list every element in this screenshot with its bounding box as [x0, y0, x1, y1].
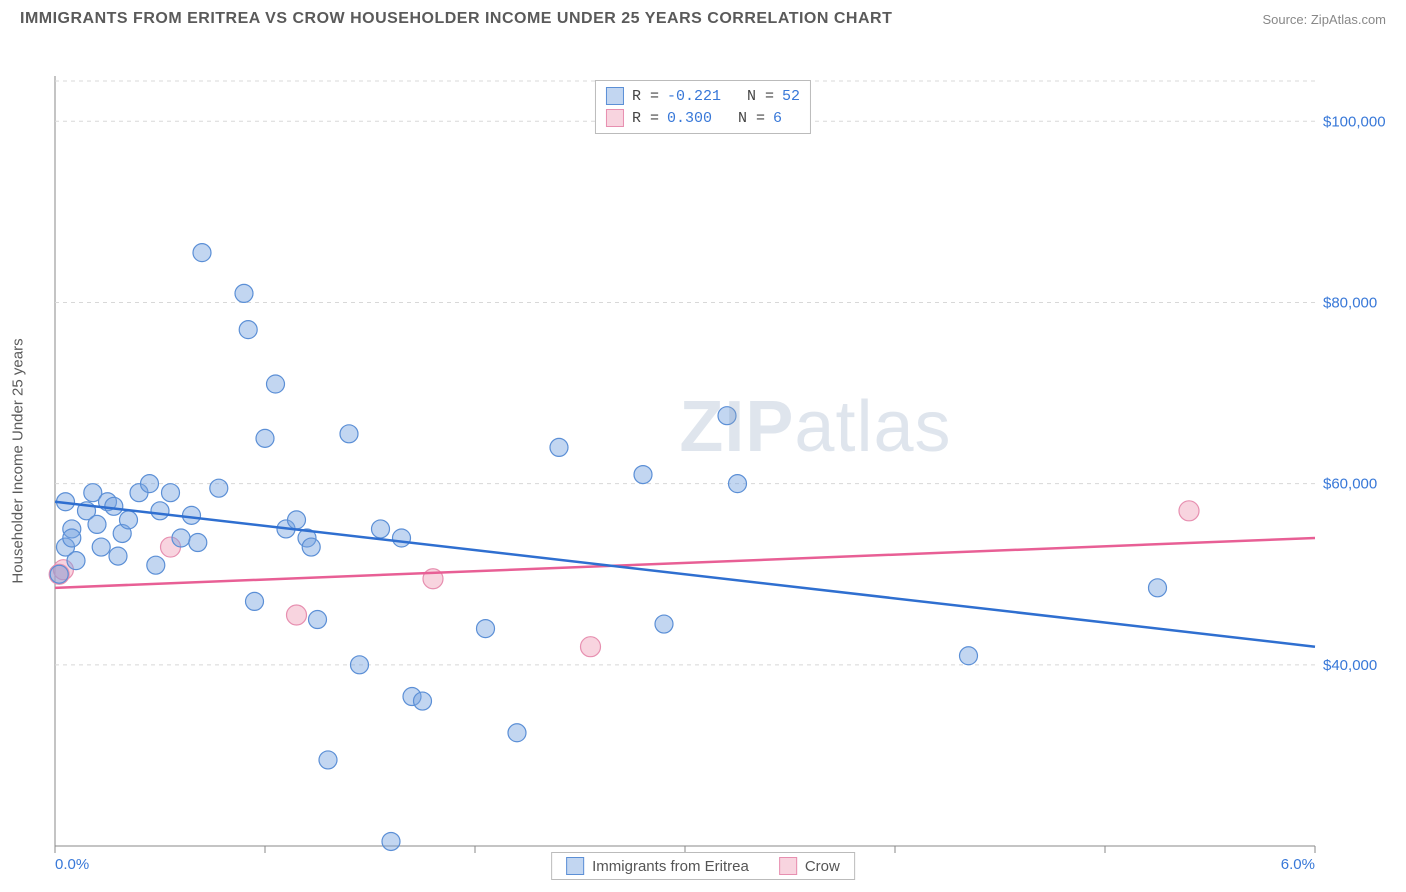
legend-label-b: Crow	[805, 858, 840, 875]
y-axis-label: Householder Income Under 25 years	[10, 338, 27, 583]
swatch-a-icon	[566, 857, 584, 875]
stats-row-a: R = -0.221 N = 52	[606, 85, 800, 107]
chart-title: IMMIGRANTS FROM ERITREA VS CROW HOUSEHOL…	[20, 10, 892, 28]
swatch-b-icon	[779, 857, 797, 875]
x-max-label: 6.0%	[1281, 856, 1315, 873]
source-label: Source: ZipAtlas.com	[1262, 12, 1386, 27]
svg-text:$60,000: $60,000	[1323, 476, 1377, 493]
legend-label-a: Immigrants from Eritrea	[592, 858, 749, 875]
swatch-a	[606, 87, 624, 105]
stats-legend: R = -0.221 N = 52 R = 0.300 N = 6	[595, 80, 811, 134]
svg-text:$80,000: $80,000	[1323, 294, 1377, 311]
legend-item-a: Immigrants from Eritrea	[566, 857, 749, 875]
svg-text:$40,000: $40,000	[1323, 657, 1377, 674]
scatter-chart: $40,000 $60,000 $80,000 $100,000	[0, 36, 1406, 886]
chart-area: $40,000$60,000$80,000$100,000 ZIPatlas H…	[0, 36, 1406, 886]
svg-text:$100,000: $100,000	[1323, 113, 1386, 130]
series-legend: Immigrants from Eritrea Crow	[551, 852, 855, 880]
swatch-b	[606, 109, 624, 127]
stats-row-b: R = 0.300 N = 6	[606, 107, 800, 129]
x-min-label: 0.0%	[55, 856, 89, 873]
legend-item-b: Crow	[779, 857, 840, 875]
